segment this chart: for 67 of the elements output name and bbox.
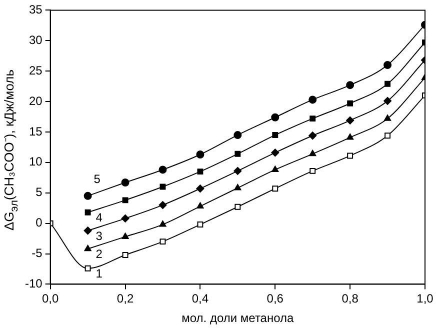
y-tick-label: 0 xyxy=(36,216,43,230)
point xyxy=(122,232,129,239)
point xyxy=(122,252,128,258)
point xyxy=(384,132,391,139)
point xyxy=(121,214,130,222)
point xyxy=(197,222,204,228)
x-tick-label: 0,4 xyxy=(192,292,209,306)
point xyxy=(271,148,280,157)
point xyxy=(234,166,242,175)
point xyxy=(234,204,241,210)
y-tick-label: 15 xyxy=(28,124,43,138)
series-label: 1 xyxy=(96,266,103,281)
y-tick-label: 35 xyxy=(28,2,43,17)
y-tick-label: 10 xyxy=(28,154,43,169)
point xyxy=(234,150,241,157)
point xyxy=(160,238,166,245)
point xyxy=(122,197,128,204)
point xyxy=(272,166,279,172)
point xyxy=(196,202,204,209)
point xyxy=(308,96,317,104)
series-label: 2 xyxy=(96,247,103,262)
point xyxy=(121,178,130,187)
point xyxy=(310,168,316,174)
point xyxy=(346,133,354,140)
series-label: 3 xyxy=(96,228,103,243)
point xyxy=(84,209,91,216)
x-tick-label: 0,8 xyxy=(342,292,359,306)
x-tick-label: 0,2 xyxy=(116,292,134,306)
x-tick-label: 0,0 xyxy=(42,292,60,306)
y-tick-label: -10 xyxy=(25,276,43,291)
y-tick-label: 30 xyxy=(28,32,43,47)
point xyxy=(234,131,242,140)
point xyxy=(197,168,204,175)
point xyxy=(310,116,316,122)
point xyxy=(158,201,167,210)
point xyxy=(384,80,391,87)
point xyxy=(309,150,316,156)
point xyxy=(271,113,280,122)
x-tick-label: 0,6 xyxy=(266,292,284,306)
point xyxy=(308,132,317,140)
point xyxy=(272,186,278,192)
point xyxy=(84,265,91,272)
point xyxy=(196,150,204,159)
point xyxy=(384,114,392,121)
series-label: 4 xyxy=(96,210,103,225)
x-tick-label: 1,0 xyxy=(416,292,434,306)
point xyxy=(159,220,166,227)
point xyxy=(346,81,354,90)
y-tick-label: 20 xyxy=(28,94,43,108)
point xyxy=(346,116,354,124)
point xyxy=(84,244,92,252)
point xyxy=(196,184,204,193)
point xyxy=(158,166,167,174)
point xyxy=(84,192,92,200)
point xyxy=(347,100,354,106)
point xyxy=(347,152,354,159)
y-tick-label: 25 xyxy=(28,63,43,78)
y-tick-label: 5 xyxy=(36,185,43,200)
y-tick-label: -5 xyxy=(32,246,43,260)
x-axis-title: мол. доли метанола xyxy=(182,311,294,326)
series-label: 5 xyxy=(94,172,101,186)
point xyxy=(272,132,278,138)
point xyxy=(160,184,166,190)
point xyxy=(84,226,92,235)
point xyxy=(384,61,392,69)
point xyxy=(234,184,242,190)
point xyxy=(384,96,392,105)
